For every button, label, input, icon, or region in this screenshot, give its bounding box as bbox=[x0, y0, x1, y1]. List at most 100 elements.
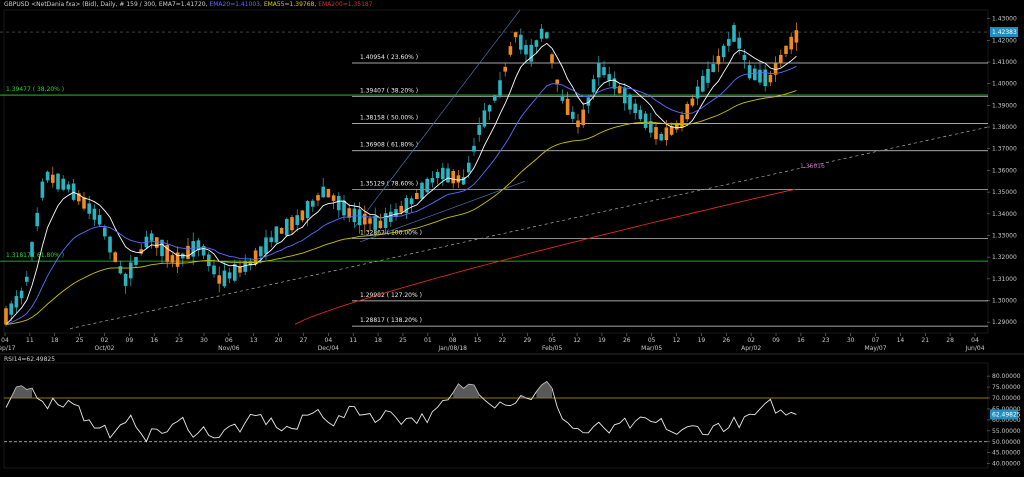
candle-body bbox=[108, 236, 112, 253]
candle bbox=[519, 28, 523, 55]
x-axis-tick-label: 05 bbox=[548, 337, 556, 344]
candle bbox=[61, 175, 65, 192]
candle-body bbox=[103, 227, 107, 237]
candle bbox=[269, 230, 273, 248]
candle bbox=[129, 254, 133, 287]
candle-body bbox=[451, 171, 455, 184]
candle-body bbox=[175, 252, 180, 267]
candle bbox=[545, 31, 549, 40]
y-axis-tick-label: 1.40000 bbox=[992, 81, 1017, 88]
candle bbox=[290, 214, 294, 235]
candle-body bbox=[399, 205, 403, 213]
candle-body bbox=[300, 210, 305, 221]
candle-body bbox=[77, 193, 81, 202]
candle bbox=[227, 268, 232, 284]
candle-body bbox=[732, 25, 736, 42]
candle-body bbox=[212, 265, 216, 275]
candle-body bbox=[331, 195, 336, 201]
candle-body bbox=[669, 125, 674, 135]
candle bbox=[763, 64, 767, 92]
candle-body bbox=[664, 127, 669, 141]
x-axis-tick-label: 20 bbox=[275, 337, 283, 344]
candle bbox=[279, 227, 284, 234]
y-axis-tick-label: 1.33000 bbox=[992, 232, 1017, 239]
candle-body bbox=[201, 245, 206, 256]
support-line-label: 1.31817 ( 61.80% ) bbox=[6, 252, 64, 259]
rsi-axis-tick-label: 55.00000 bbox=[992, 428, 1021, 435]
candle-body bbox=[290, 217, 294, 231]
x-axis-tick-label: 26 bbox=[722, 337, 730, 344]
candle-body bbox=[295, 215, 299, 225]
candle-body bbox=[435, 172, 440, 179]
candle-body bbox=[716, 55, 721, 65]
x-axis-tick-label: 29 bbox=[523, 337, 531, 344]
x-axis-tick-label: 08 bbox=[449, 337, 457, 344]
candle-body bbox=[768, 74, 773, 83]
candle bbox=[513, 31, 518, 43]
candle bbox=[40, 178, 45, 201]
candle bbox=[30, 240, 34, 262]
candle-body bbox=[233, 264, 237, 281]
x-axis-tick-label: 04 bbox=[1, 337, 9, 344]
y-axis-tick-label: 1.37000 bbox=[992, 146, 1017, 153]
candle bbox=[524, 39, 528, 63]
candle bbox=[706, 61, 710, 88]
ema7-line bbox=[5, 42, 797, 325]
x-axis-tick-label: 23 bbox=[175, 337, 183, 344]
candle-body bbox=[659, 133, 663, 141]
candle-body bbox=[779, 54, 783, 64]
y-axis-tick-label: 1.42000 bbox=[992, 37, 1017, 44]
rsi-axis-tick-label: 50.00000 bbox=[992, 439, 1021, 446]
candle-body bbox=[342, 200, 346, 216]
candle-body bbox=[487, 105, 492, 112]
rsi-last-badge-label: 62.49825 bbox=[992, 411, 1021, 418]
x-axis-tick-label: 11 bbox=[26, 337, 34, 344]
candle-body bbox=[269, 237, 273, 243]
candle bbox=[441, 162, 445, 187]
candle-body bbox=[721, 45, 726, 58]
candle bbox=[493, 94, 497, 103]
candle-body bbox=[524, 45, 528, 55]
trendline-dashed bbox=[69, 126, 989, 330]
candle bbox=[51, 166, 55, 188]
candle-body bbox=[576, 120, 580, 128]
candle bbox=[238, 260, 242, 278]
candle-body bbox=[638, 109, 643, 120]
candle bbox=[170, 253, 175, 268]
y-axis-tick-label: 1.30000 bbox=[992, 297, 1017, 304]
candle bbox=[103, 224, 107, 240]
candle bbox=[555, 79, 559, 92]
candle-body bbox=[430, 178, 435, 183]
candle bbox=[175, 246, 180, 274]
candle bbox=[45, 170, 50, 184]
candle bbox=[529, 38, 533, 67]
candle-body bbox=[773, 62, 778, 75]
candle bbox=[19, 287, 24, 305]
candle-body bbox=[383, 213, 388, 228]
candle-body bbox=[425, 178, 429, 193]
x-axis-month-label: Mar/05 bbox=[641, 345, 662, 352]
candle bbox=[701, 70, 705, 93]
candle-body bbox=[508, 46, 513, 55]
candle-body bbox=[30, 242, 34, 257]
x-axis-tick-label: 21 bbox=[921, 337, 929, 344]
candle bbox=[742, 48, 747, 69]
candle bbox=[25, 270, 29, 286]
rsi-overbought-fill bbox=[453, 383, 480, 398]
candle-body bbox=[742, 55, 747, 60]
candle-body bbox=[337, 195, 341, 211]
candle-body bbox=[139, 249, 143, 254]
candle-body bbox=[404, 198, 409, 214]
rsi-overbought-fill bbox=[536, 381, 552, 398]
candle-body bbox=[186, 245, 190, 260]
candle bbox=[508, 42, 513, 57]
rsi-header: RSI14=62.49825 bbox=[4, 356, 56, 363]
candle-body bbox=[794, 30, 799, 43]
candle-body bbox=[40, 181, 45, 198]
candle-body bbox=[113, 252, 117, 262]
x-axis-tick-label: 30 bbox=[200, 337, 208, 344]
candle-body bbox=[690, 98, 695, 106]
candle bbox=[602, 60, 606, 78]
rsi-axis-tick-label: 75.00000 bbox=[992, 384, 1021, 391]
